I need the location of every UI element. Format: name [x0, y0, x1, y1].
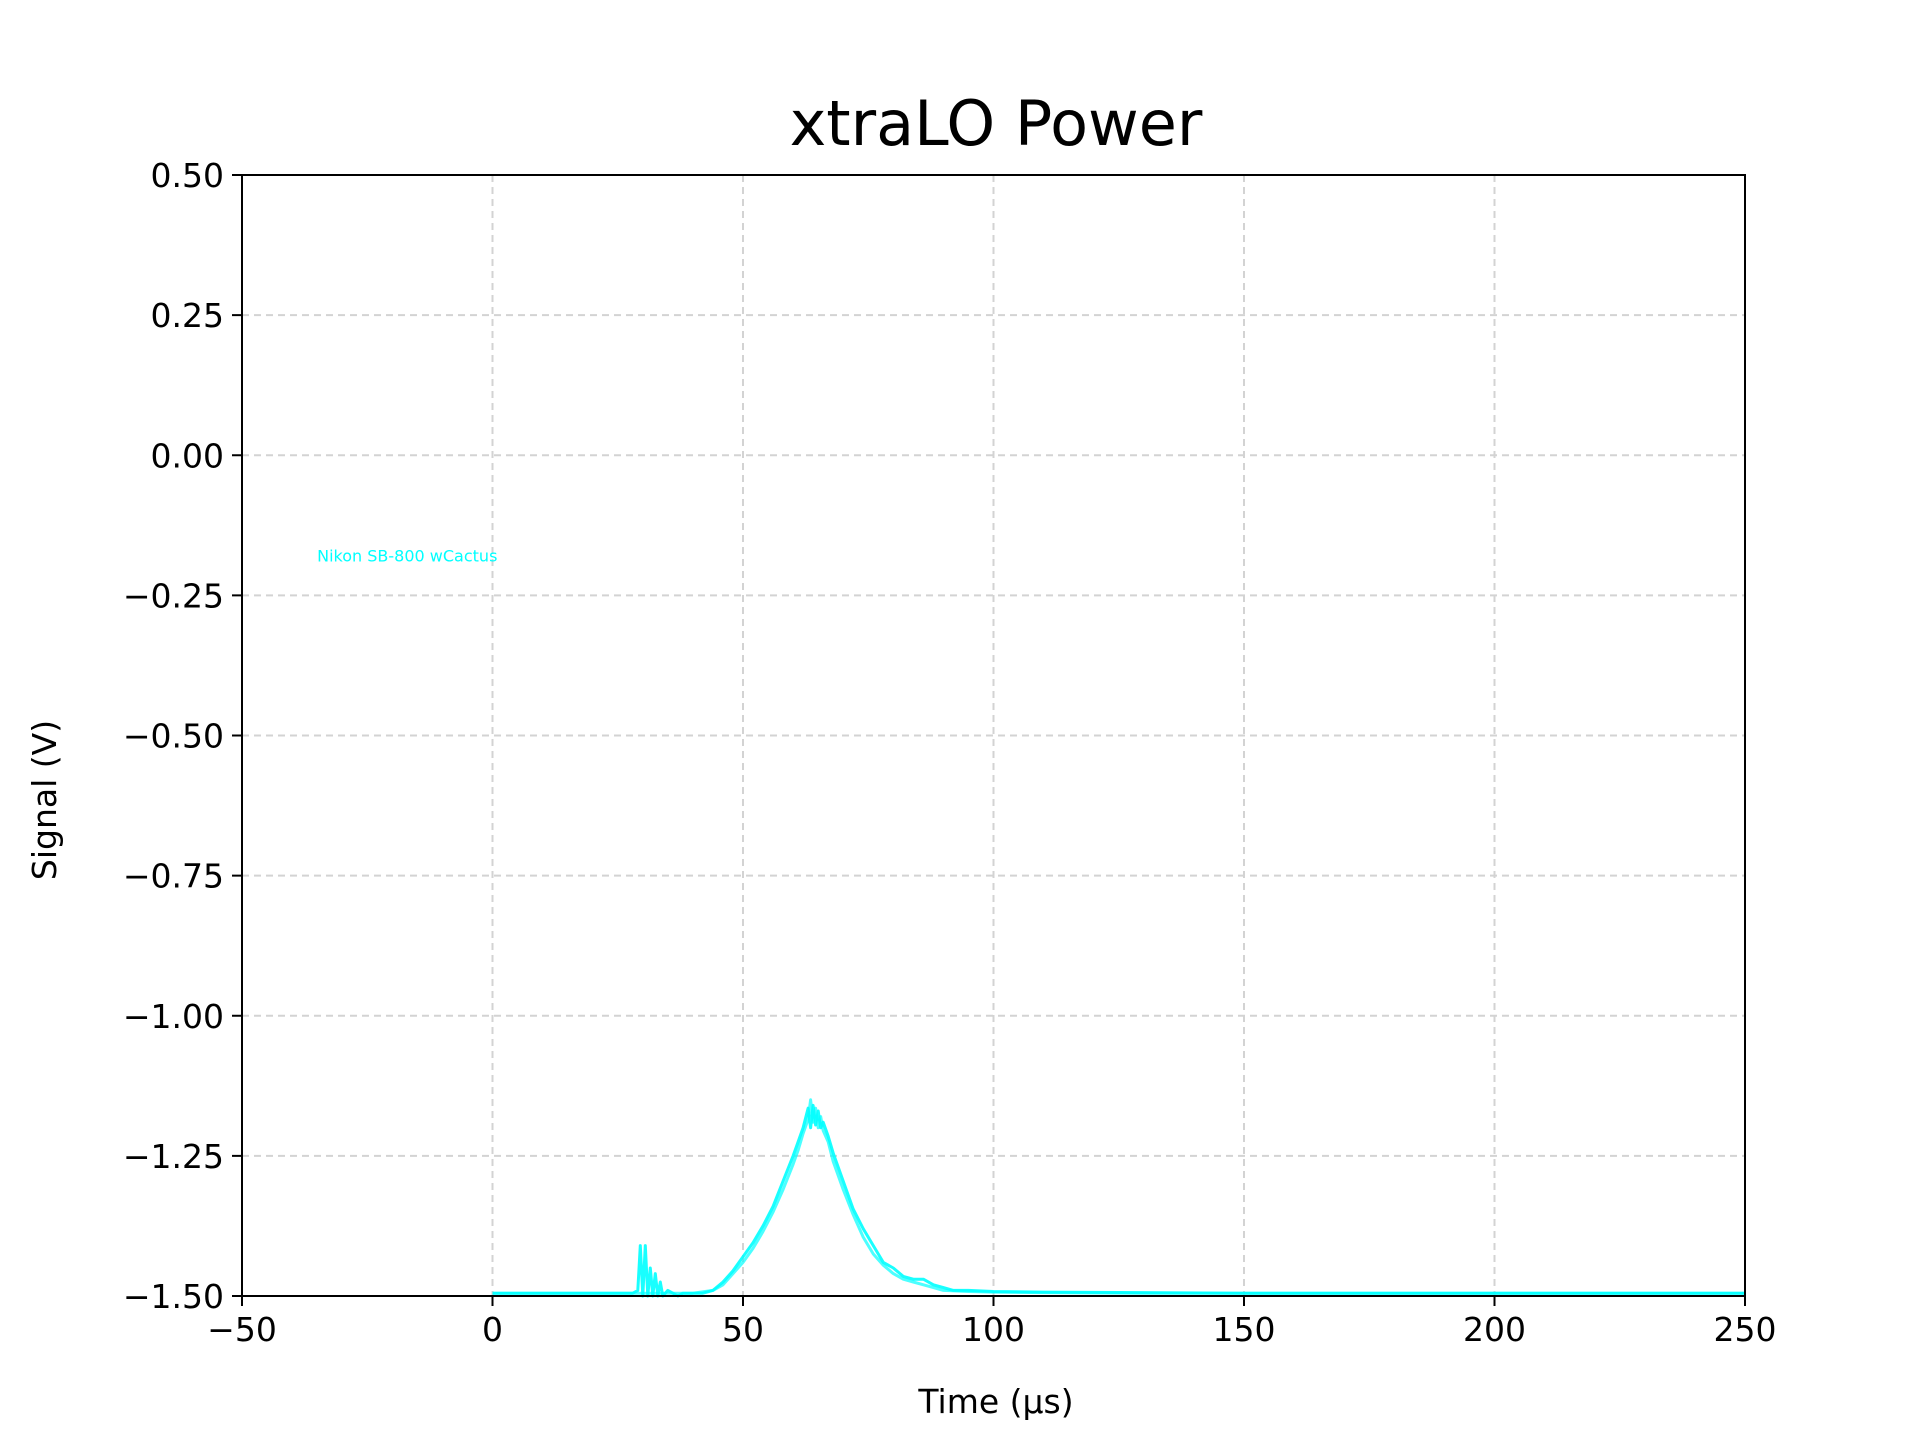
y-axis-ticks: 0.50 0.25 0.00 −0.25 −0.50 −0.75 −1.00 −1.25 −1.…	[123, 156, 242, 1316]
y-tick-label: −1.25	[123, 1137, 224, 1176]
x-tick-label: 0	[482, 1310, 503, 1349]
series-layer	[492, 1098, 1745, 1298]
x-tick-label: 150	[1213, 1310, 1276, 1349]
y-tick-label: 0.50	[151, 156, 224, 195]
y-tick-label: −0.25	[123, 576, 224, 615]
series-annotation: Nikon SB-800 wCactus	[317, 547, 497, 566]
x-tick-label: 50	[722, 1310, 764, 1349]
y-tick-label: −1.50	[123, 1277, 224, 1316]
y-tick-label: −0.50	[123, 717, 224, 756]
x-tick-label: 250	[1714, 1310, 1777, 1349]
y-tick-label: 0.00	[151, 436, 224, 475]
x-axis-label: Time (µs)	[917, 1382, 1073, 1421]
series-line-2	[492, 1098, 1745, 1295]
y-tick-label: −1.00	[123, 997, 224, 1036]
y-tick-label: −0.75	[123, 857, 224, 896]
series-line-1	[492, 1103, 1745, 1298]
chart-title: xtraLO Power	[790, 87, 1203, 160]
grid	[242, 175, 1745, 1296]
x-tick-label: −50	[207, 1310, 277, 1349]
x-tick-label: 200	[1463, 1310, 1526, 1349]
y-axis-label: Signal (V)	[25, 720, 64, 880]
x-tick-label: 100	[962, 1310, 1025, 1349]
y-tick-label: 0.25	[151, 296, 224, 335]
x-axis-ticks: −50 0 50 100 150 200 250	[207, 1296, 1777, 1349]
